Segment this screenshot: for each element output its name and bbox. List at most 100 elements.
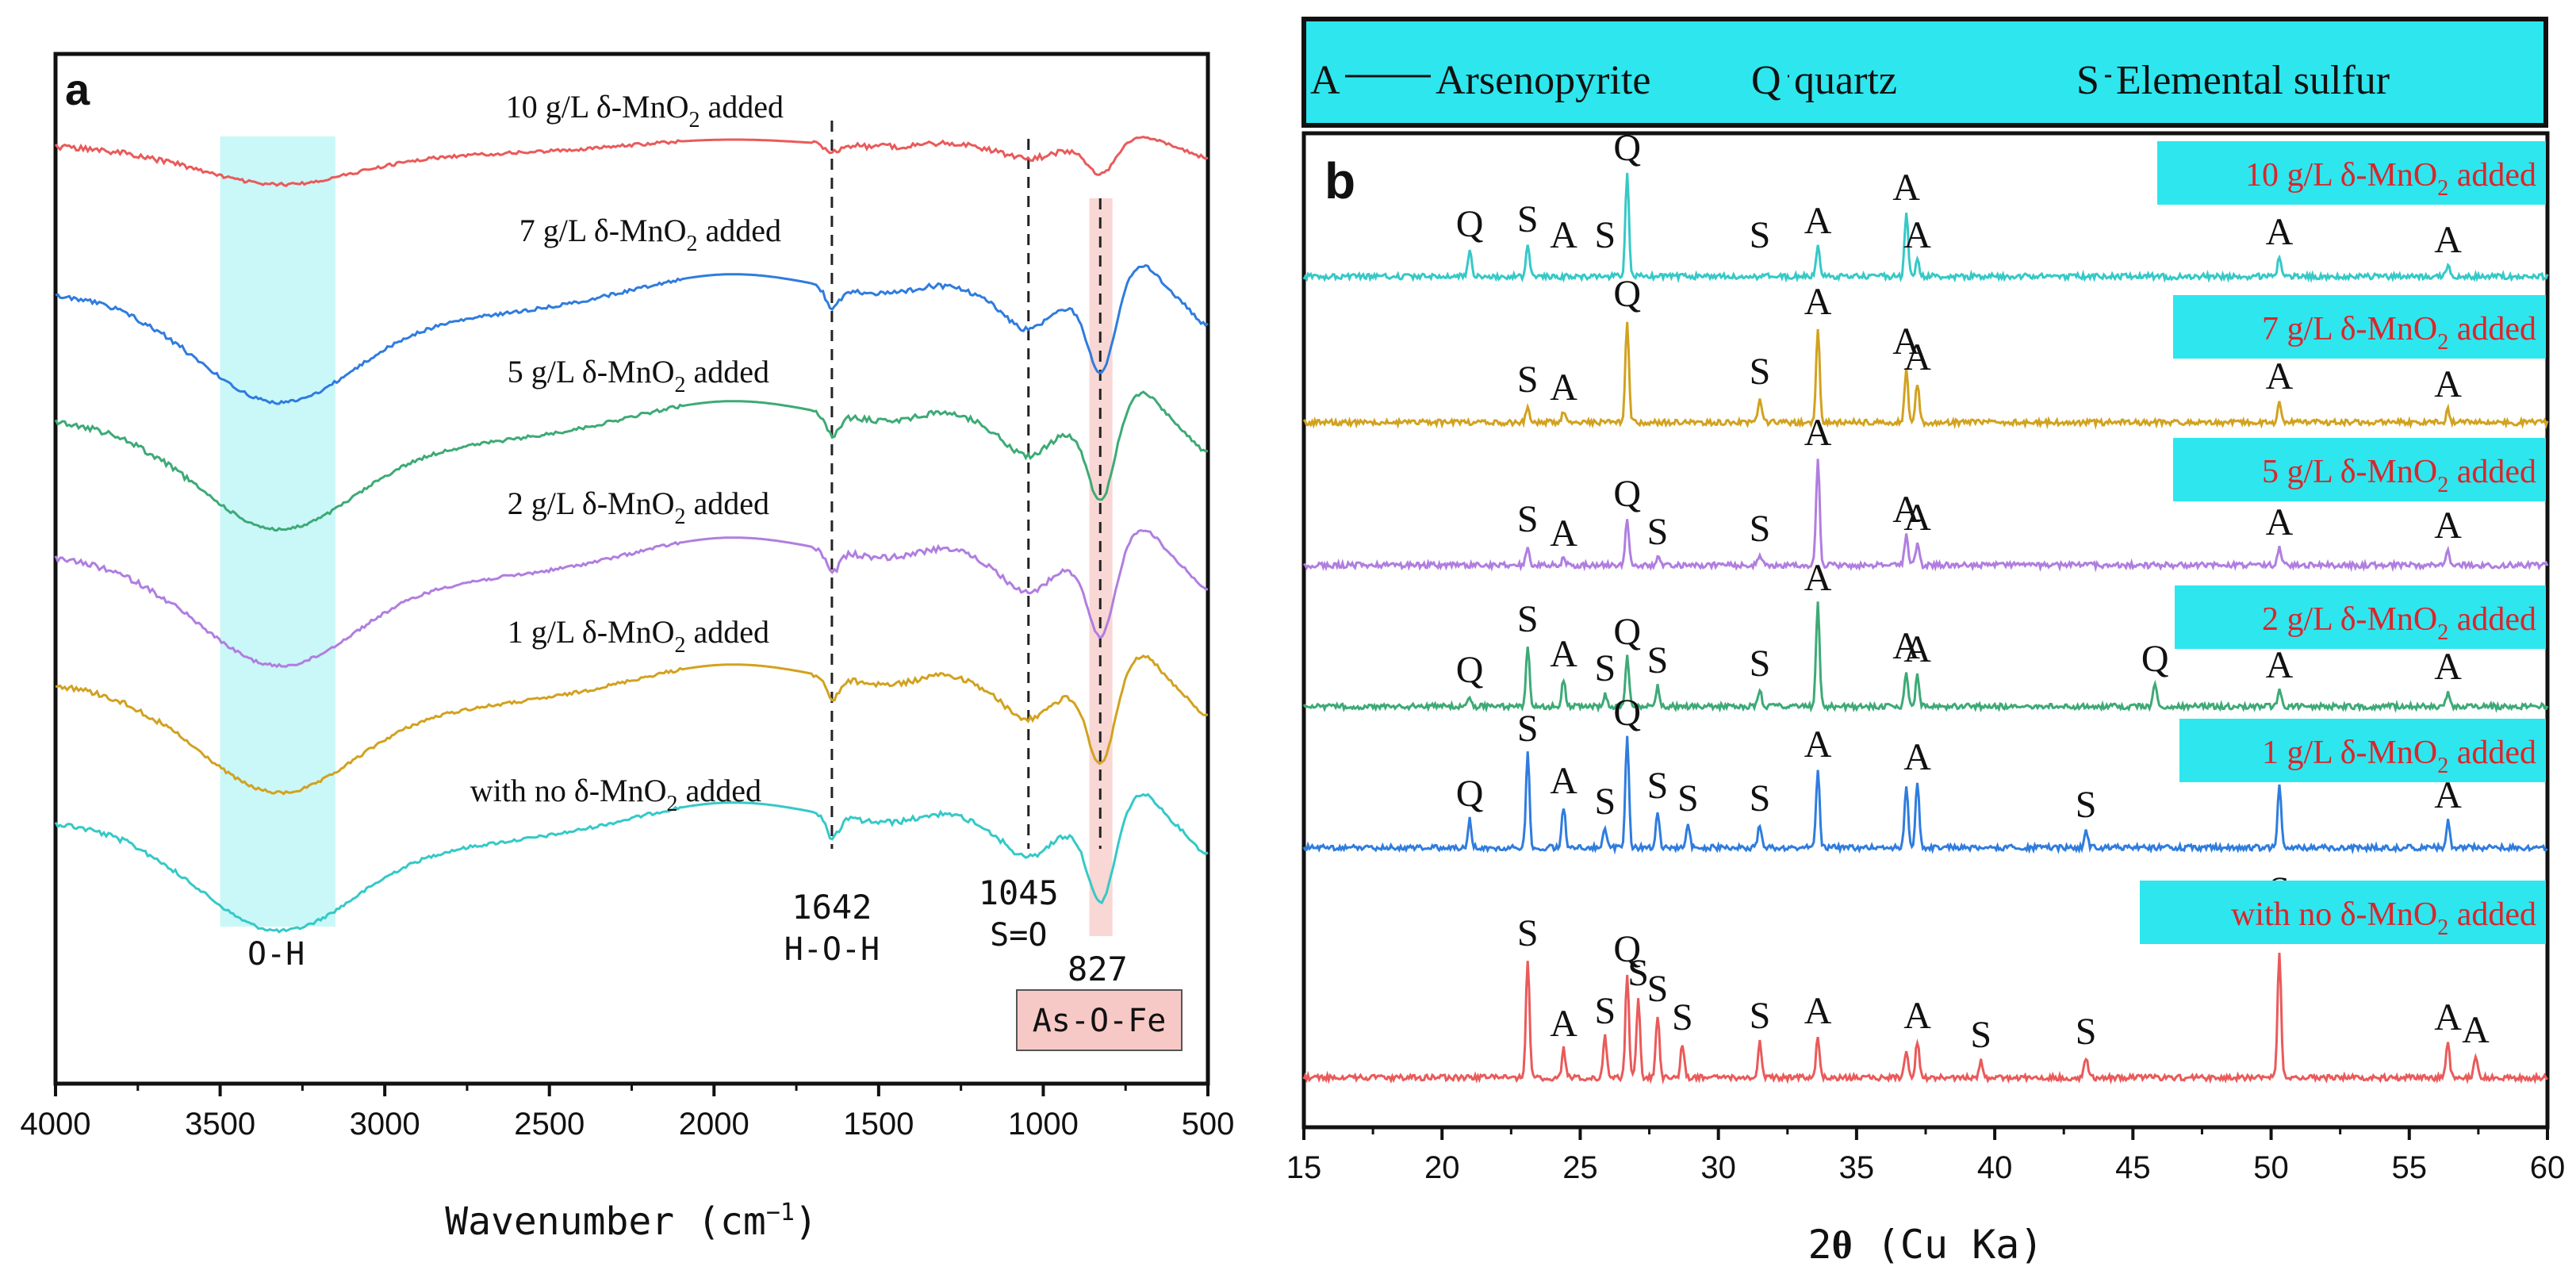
peak-a-7-g-l-mno2-added-33_6: A bbox=[1804, 281, 1832, 323]
peak-a-7-g-l-mno2-added-24_4: A bbox=[1550, 367, 1577, 409]
peak-s-5-g-l-mno2-added-31_5: S bbox=[1750, 508, 1771, 550]
oh-band bbox=[220, 136, 335, 927]
peak-s-7-g-l-mno2-added-23_1: S bbox=[1517, 359, 1539, 401]
xrd-label-box-7-g-l-mno2-added bbox=[2173, 295, 2546, 359]
ftir-label-10-g-l-mno2-added: 10 g/L δ-MnO2 added bbox=[506, 89, 784, 132]
peak-q-with-no-mno2-added-26_7: Q bbox=[1613, 928, 1641, 970]
ftir-label-sub: 2 bbox=[686, 232, 697, 256]
xrd-label-tail: added bbox=[2448, 601, 2536, 638]
ftir-label-tail: added bbox=[677, 773, 761, 808]
x-tick-label-b-25: 25 bbox=[1562, 1150, 1598, 1185]
peak-s-10-g-l-mno2-added-25_9: S bbox=[1594, 214, 1616, 256]
legend-label-elemental-sulfur: Elemental sulfur bbox=[2116, 58, 2390, 103]
peak-q-1-g-l-mno2-added-26_7: Q bbox=[1613, 692, 1641, 734]
xrd-line-1-g-l-mno2-added bbox=[1302, 735, 2548, 855]
xrd-label-tail: added bbox=[2448, 311, 2536, 347]
x-tick-label-a-3000: 3000 bbox=[350, 1107, 420, 1142]
peak-a-10-g-l-mno2-added-50_3: A bbox=[2266, 211, 2294, 253]
peak-s-1-g-l-mno2-added-28_9: S bbox=[1677, 777, 1699, 819]
annotation-so: S=O bbox=[990, 917, 1047, 954]
peak-s-with-no-mno2-added-39_5: S bbox=[1970, 1014, 1991, 1056]
ftir-label-tail: added bbox=[700, 89, 784, 125]
peak-s-1-g-l-mno2-added-31_5: S bbox=[1750, 777, 1771, 819]
peak-a-7-g-l-mno2-added-37_2: A bbox=[1903, 336, 1931, 378]
x-tick-label-b-45: 45 bbox=[2115, 1150, 2151, 1185]
xrd-label-tail: added bbox=[2448, 454, 2536, 490]
ftir-label-5-g-l-mno2-added: 5 g/L δ-MnO2 added bbox=[508, 354, 769, 397]
peak-s-7-g-l-mno2-added-31_5: S bbox=[1750, 351, 1771, 393]
peak-q-10-g-l-mno2-added-21_0: Q bbox=[1456, 203, 1484, 245]
peak-s-with-no-mno2-added-28_7: S bbox=[1672, 996, 1693, 1038]
peak-a-5-g-l-mno2-added-37_2: A bbox=[1903, 497, 1931, 539]
xrd-label-box-10-g-l-mno2-added bbox=[2157, 141, 2546, 205]
peak-s-1-g-l-mno2-added-27_8: S bbox=[1647, 765, 1669, 807]
x-tick-label-b-35: 35 bbox=[1839, 1150, 1875, 1185]
panel-b-x-axis-title: 2θ (Cu Ka) bbox=[1807, 1222, 2043, 1268]
x-axis-title-b-prefix: 2 bbox=[1807, 1222, 1831, 1268]
ftir-label-sub: 2 bbox=[674, 633, 685, 658]
ftir-label-tail: added bbox=[685, 354, 769, 390]
xrd-label-box-2-g-l-mno2-added bbox=[2175, 585, 2546, 649]
peak-s-1-g-l-mno2-added-23_1: S bbox=[1517, 708, 1539, 750]
peak-a-2-g-l-mno2-added-37_2: A bbox=[1903, 628, 1931, 670]
ftir-line-7-g-l-mno2-added bbox=[55, 654, 1209, 796]
xrd-label-1-g-l-mno2-added: 1 g/L δ-MnO2 added bbox=[2262, 735, 2536, 778]
peak-a-7-g-l-mno2-added-50_3: A bbox=[2266, 355, 2294, 397]
peak-s-2-g-l-mno2-added-25_9: S bbox=[1594, 647, 1616, 689]
peak-q-10-g-l-mno2-added-26_7: Q bbox=[1613, 127, 1641, 169]
peak-s-5-g-l-mno2-added-23_1: S bbox=[1517, 498, 1539, 540]
panel-b-label: b bbox=[1324, 152, 1355, 209]
peak-s-10-g-l-mno2-added-31_5: S bbox=[1750, 214, 1771, 256]
ftir-label-sub: 2 bbox=[674, 373, 685, 397]
peak-q-2-g-l-mno2-added-26_7: Q bbox=[1613, 611, 1641, 653]
ftir-label-text: with no δ-MnO bbox=[470, 773, 667, 808]
peak-a-1-g-l-mno2-added-24_4: A bbox=[1550, 760, 1577, 802]
ftir-line-2-g-l-mno2-added bbox=[54, 390, 1209, 532]
ftir-label-with-no-mno2-added: with no δ-MnO2 added bbox=[470, 773, 761, 816]
peak-a-2-g-l-mno2-added-36_8: A bbox=[1892, 625, 1920, 667]
annotation-as-o-fe: As-O-Fe bbox=[1033, 1003, 1167, 1039]
peak-a-2-g-l-mno2-added-24_4: A bbox=[1550, 633, 1577, 675]
x-tick-label-b-50: 50 bbox=[2253, 1150, 2289, 1185]
as-o-fe-box bbox=[1016, 989, 1183, 1051]
x-axis-title-a-end: ) bbox=[795, 1199, 818, 1244]
x-tick-label-a-1000: 1000 bbox=[1008, 1107, 1079, 1142]
peak-a-10-g-l-mno2-added-33_6: A bbox=[1804, 200, 1832, 242]
ftir-label-tail: added bbox=[685, 614, 769, 650]
ftir-label-sub: 2 bbox=[674, 505, 685, 529]
peak-q-2-g-l-mno2-added-45_8: Q bbox=[2141, 638, 2169, 680]
legend-symbol-quartz: Q bbox=[1751, 58, 1781, 103]
xrd-label-text: 1 g/L δ-MnO bbox=[2262, 735, 2437, 771]
ftir-label-text: 1 g/L δ-MnO bbox=[508, 614, 675, 650]
annotation-827-value: 827 bbox=[1068, 950, 1128, 988]
ftir-line-5-g-l-mno2-added bbox=[54, 529, 1209, 669]
xrd-label-tail: added bbox=[2448, 157, 2536, 194]
x-axis-title-b-theta: θ bbox=[1832, 1222, 1853, 1267]
peak-s-1-g-l-mno2-added-25_9: S bbox=[1594, 781, 1616, 823]
peak-s-with-no-mno2-added-31_5: S bbox=[1750, 995, 1771, 1037]
peak-a-5-g-l-mno2-added-36_8: A bbox=[1892, 489, 1920, 531]
peak-s-with-no-mno2-added-25_9: S bbox=[1594, 990, 1616, 1032]
peak-a-with-no-mno2-added-24_4: A bbox=[1550, 1003, 1577, 1045]
ftir-label-tail: added bbox=[685, 485, 769, 521]
peak-s-with-no-mno2-added-27_8: S bbox=[1647, 968, 1669, 1010]
peak-a-1-g-l-mno2-added-33_6: A bbox=[1804, 723, 1832, 766]
xrd-label-box-1-g-l-mno2-added bbox=[2179, 719, 2546, 782]
panel-a-x-axis-title: Wavenumber (cm−1) bbox=[445, 1199, 818, 1244]
xrd-label-text: with no δ-MnO bbox=[2231, 896, 2437, 933]
peak-q-2-g-l-mno2-added-21_0: Q bbox=[1456, 649, 1484, 691]
xrd-line-2-g-l-mno2-added bbox=[1302, 601, 2549, 713]
xrd-label-7-g-l-mno2-added: 7 g/L δ-MnO2 added bbox=[2262, 311, 2536, 355]
peak-s-with-no-mno2-added-23_1: S bbox=[1517, 912, 1539, 954]
ftir-label-text: 2 g/L δ-MnO bbox=[508, 485, 675, 521]
peak-a-10-g-l-mno2-added-24_4: A bbox=[1550, 214, 1577, 256]
peak-a-2-g-l-mno2-added-50_3: A bbox=[2266, 644, 2294, 686]
xrd-label-sub: 2 bbox=[2437, 473, 2448, 497]
x-tick-label-a-1500: 1500 bbox=[843, 1107, 914, 1142]
xrd-label-text: 5 g/L δ-MnO bbox=[2262, 454, 2437, 490]
ftir-line-10-g-l-mno2-added bbox=[54, 793, 1209, 934]
xrd-label-2-g-l-mno2-added: 2 g/L δ-MnO2 added bbox=[2262, 601, 2536, 645]
